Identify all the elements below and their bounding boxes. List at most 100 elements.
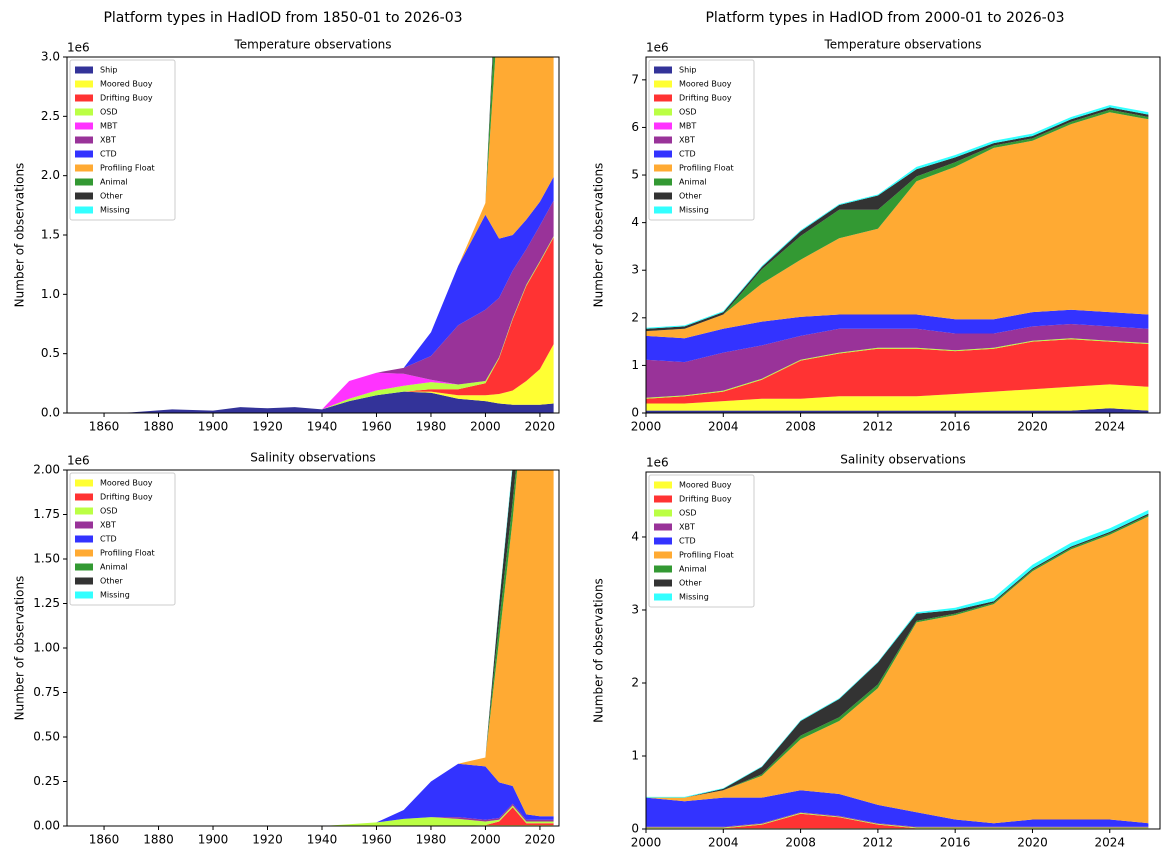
legend-label: Missing xyxy=(100,591,130,600)
x-tick-label: 2008 xyxy=(785,420,816,434)
y-tick-label: 0.75 xyxy=(33,685,60,699)
legend-label: Moored Buoy xyxy=(100,80,153,89)
legend-swatch xyxy=(75,164,93,172)
legend-label: Ship xyxy=(100,66,117,75)
legend-label: Missing xyxy=(100,206,130,215)
y-offset-label: 1e6 xyxy=(67,41,90,55)
legend-label: CTD xyxy=(679,150,696,159)
x-tick-label: 2000 xyxy=(631,836,662,850)
y-tick-label: 3.0 xyxy=(41,50,60,64)
legend-label: XBT xyxy=(100,136,116,145)
x-tick-label: 1860 xyxy=(89,420,120,434)
y-tick-label: 2 xyxy=(631,310,639,324)
legend-swatch xyxy=(654,192,672,200)
plot-area xyxy=(646,105,1149,413)
legend-swatch xyxy=(75,507,93,515)
y-tick-label: 0 xyxy=(631,822,639,836)
legend-swatch xyxy=(654,80,672,88)
legend-label: Animal xyxy=(679,178,707,187)
axes-title: Temperature observations xyxy=(233,38,391,52)
legend-label: Missing xyxy=(679,593,709,602)
area-series xyxy=(646,324,1149,398)
y-tick-label: 0.25 xyxy=(33,774,60,788)
legend-swatch xyxy=(654,593,672,601)
legend-label: Animal xyxy=(100,563,128,572)
x-tick-label: 2000 xyxy=(631,420,662,434)
y-tick-label: 1.25 xyxy=(33,596,60,610)
legend-swatch xyxy=(75,80,93,88)
legend-label: Profiling Float xyxy=(100,164,155,173)
x-tick-label: 1960 xyxy=(361,420,392,434)
y-tick-label: 7 xyxy=(631,72,639,86)
x-tick-label: 1860 xyxy=(89,833,120,847)
y-tick-label: 4 xyxy=(631,529,639,543)
y-axis-label: Number of observations xyxy=(13,163,27,308)
legend-swatch xyxy=(654,551,672,559)
y-tick-label: 5 xyxy=(631,168,639,182)
x-tick-label: 1900 xyxy=(198,420,229,434)
y-tick-label: 0.0 xyxy=(41,406,60,420)
figure-title: Platform types in HadIOD from 1850-01 to… xyxy=(103,10,462,26)
x-tick-label: 1880 xyxy=(143,833,174,847)
legend-label: OSD xyxy=(100,507,118,516)
legend-swatch xyxy=(75,479,93,487)
x-tick-label: 2012 xyxy=(863,836,894,850)
legend-swatch xyxy=(75,521,93,529)
y-tick-label: 0.00 xyxy=(33,819,60,833)
legend-box xyxy=(648,474,755,608)
y-tick-label: 1.5 xyxy=(41,228,60,242)
area-series xyxy=(646,309,1149,363)
x-tick-label: 2020 xyxy=(1017,836,1048,850)
legend-label: Other xyxy=(679,579,702,588)
area-series xyxy=(646,790,1149,827)
legend-label: Other xyxy=(100,192,123,201)
legend-label: Other xyxy=(679,192,702,201)
legend-swatch xyxy=(75,577,93,585)
legend-swatch xyxy=(654,150,672,158)
legend-swatch xyxy=(654,178,672,186)
y-offset-label: 1e6 xyxy=(67,454,90,468)
legend-label: Profiling Float xyxy=(679,551,734,560)
x-tick-label: 2020 xyxy=(525,833,556,847)
x-tick-label: 2012 xyxy=(863,420,894,434)
legend-swatch xyxy=(654,122,672,130)
area-series xyxy=(646,813,1149,829)
x-tick-label: 1880 xyxy=(143,420,174,434)
legend-swatch xyxy=(75,150,93,158)
legend-label: Moored Buoy xyxy=(679,481,732,490)
legend-label: Drifting Buoy xyxy=(100,493,153,502)
legend-label: Profiling Float xyxy=(679,164,734,173)
legend-box xyxy=(69,472,176,606)
y-tick-label: 2 xyxy=(631,675,639,689)
legend-label: CTD xyxy=(100,150,117,159)
x-tick-label: 2016 xyxy=(940,836,971,850)
legend-swatch xyxy=(654,94,672,102)
x-tick-label: 2024 xyxy=(1094,420,1125,434)
y-axis-label: Number of observations xyxy=(592,163,606,308)
y-tick-label: 1.75 xyxy=(33,507,60,521)
area-series xyxy=(90,805,554,826)
y-tick-label: 3 xyxy=(631,602,639,616)
legend-swatch xyxy=(75,136,93,144)
area-series xyxy=(90,176,554,413)
legend-swatch xyxy=(654,509,672,517)
y-tick-label: 3 xyxy=(631,263,639,277)
legend-label: MBT xyxy=(100,122,117,131)
legend-swatch xyxy=(654,537,672,545)
x-tick-label: 2020 xyxy=(525,420,556,434)
legend-swatch xyxy=(654,481,672,489)
legend-label: Moored Buoy xyxy=(679,80,732,89)
x-tick-label: 1900 xyxy=(198,833,229,847)
x-tick-label: 2004 xyxy=(708,836,739,850)
legend-swatch xyxy=(75,549,93,557)
legend-label: Drifting Buoy xyxy=(679,94,732,103)
x-tick-label: 1920 xyxy=(252,420,283,434)
area-series xyxy=(646,109,1149,332)
figure-title: Platform types in HadIOD from 2000-01 to… xyxy=(705,10,1064,26)
legend-label: CTD xyxy=(100,535,117,544)
area-series xyxy=(646,516,1149,824)
area-series xyxy=(90,391,554,413)
legend-swatch xyxy=(75,192,93,200)
y-axis-label: Number of observations xyxy=(13,576,27,721)
x-tick-label: 2000 xyxy=(470,833,501,847)
